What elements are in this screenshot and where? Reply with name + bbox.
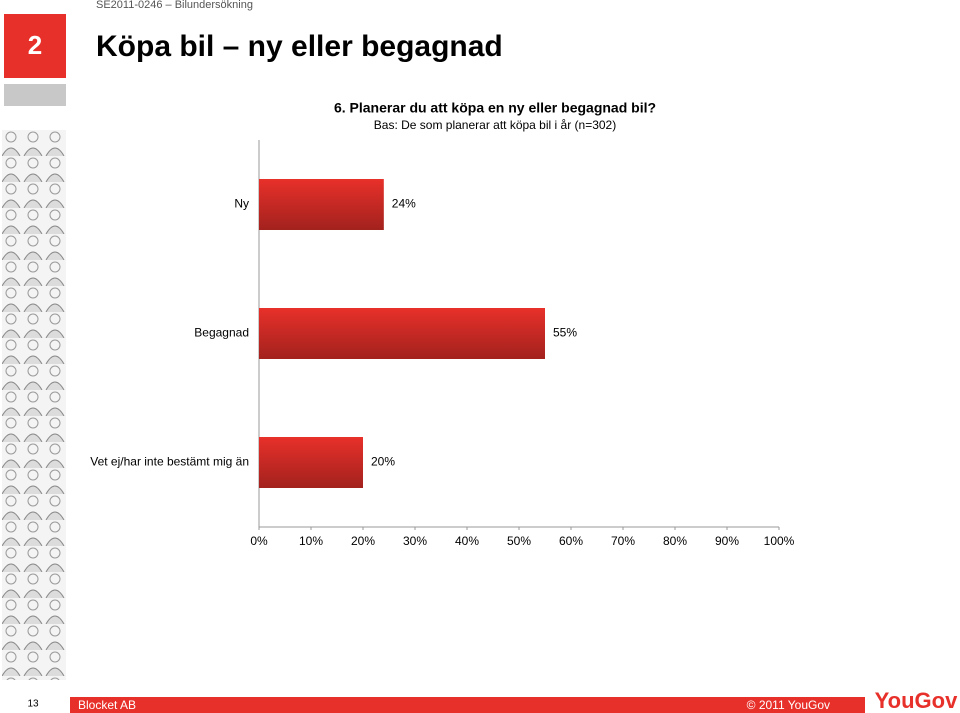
footer-bar [70, 697, 865, 713]
header-code: SE2011-0246 – Bilundersökning [96, 0, 253, 11]
category-label: Ny [234, 197, 249, 211]
page-number: 13 [27, 699, 39, 710]
x-tick-label: 40% [455, 534, 479, 548]
logo: YouGov [875, 688, 958, 713]
x-tick-label: 0% [250, 534, 268, 548]
x-tick-label: 50% [507, 534, 531, 548]
x-tick-label: 30% [403, 534, 427, 548]
gray-tab [4, 84, 66, 106]
bar-shade [259, 179, 384, 230]
category-label: Vet ej/har inte bestämt mig än [90, 455, 249, 469]
x-tick-label: 70% [611, 534, 635, 548]
chart-subtitle: Bas: De som planerar att köpa bil i år (… [374, 118, 616, 132]
footer-copyright: © 2011 YouGov [747, 698, 830, 712]
crowd-illustration [2, 130, 66, 680]
x-tick-label: 100% [764, 534, 795, 548]
bar-shade [259, 437, 363, 488]
category-label: Begagnad [194, 326, 249, 340]
x-tick-label: 90% [715, 534, 739, 548]
x-tick-label: 80% [663, 534, 687, 548]
bar-shade [259, 308, 545, 359]
value-label: 55% [553, 326, 577, 340]
chart-title: 6. Planerar du att köpa en ny eller bega… [334, 100, 656, 116]
slide-title: Köpa bil – ny eller begagnad [96, 30, 503, 63]
x-tick-label: 10% [299, 534, 323, 548]
slide-number-box [4, 14, 66, 78]
value-label: 20% [371, 455, 395, 469]
x-tick-label: 20% [351, 534, 375, 548]
value-label: 24% [392, 197, 416, 211]
slide-number: 2 [28, 30, 42, 60]
footer-client: Blocket AB [78, 698, 136, 712]
x-tick-label: 60% [559, 534, 583, 548]
